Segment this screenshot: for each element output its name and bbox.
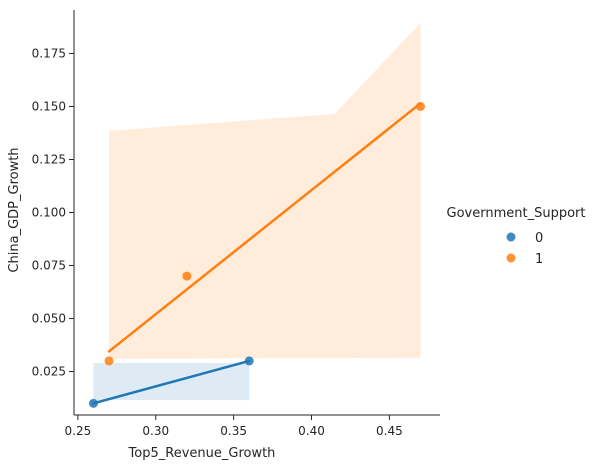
- y-tick-label-4: 0.125: [32, 152, 66, 166]
- data-point-series-1-0: [104, 356, 114, 366]
- y-tick-label-6: 0.175: [32, 46, 66, 60]
- y-tick-label-5: 0.150: [32, 99, 66, 113]
- legend-marker-0: [506, 232, 516, 242]
- y-tick-label-2: 0.075: [32, 259, 66, 273]
- legend-title: Government_Support: [447, 206, 586, 221]
- x-tick-label-2: 0.35: [220, 424, 247, 438]
- x-axis: 0.25 0.30 0.35 0.40 0.45: [65, 414, 440, 438]
- legend-label-0: 0: [535, 231, 543, 246]
- data-point-series-1-2: [416, 101, 426, 111]
- legend-marker-1: [506, 253, 516, 263]
- confidence-band-series-1: [109, 22, 421, 359]
- data-point-series-1-1: [182, 271, 192, 281]
- regression-line-series-1: [107, 102, 422, 353]
- y-tick-label-3: 0.100: [32, 206, 66, 220]
- x-tick-label-3: 0.40: [298, 424, 325, 438]
- legend-label-1: 1: [535, 252, 543, 267]
- x-tick-label-1: 0.30: [142, 424, 169, 438]
- regression-line-series-0: [92, 359, 251, 405]
- x-tick-label-4: 0.45: [376, 424, 403, 438]
- data-point-series-0-1: [244, 356, 254, 366]
- legend: Government_Support 0 1: [447, 206, 586, 267]
- y-axis: 0.025 0.050 0.075 0.100 0.125 0.150 0.175: [32, 10, 75, 415]
- x-axis-label: Top5_Revenue_Growth: [128, 446, 276, 461]
- x-tick-label-0: 0.25: [65, 424, 92, 438]
- y-tick-label-0: 0.025: [32, 365, 66, 379]
- data-point-series-0-0: [88, 398, 98, 408]
- y-axis-label: China_GDP_Growth: [7, 147, 22, 272]
- plot-area: [88, 22, 426, 408]
- y-tick-label-1: 0.050: [32, 312, 66, 326]
